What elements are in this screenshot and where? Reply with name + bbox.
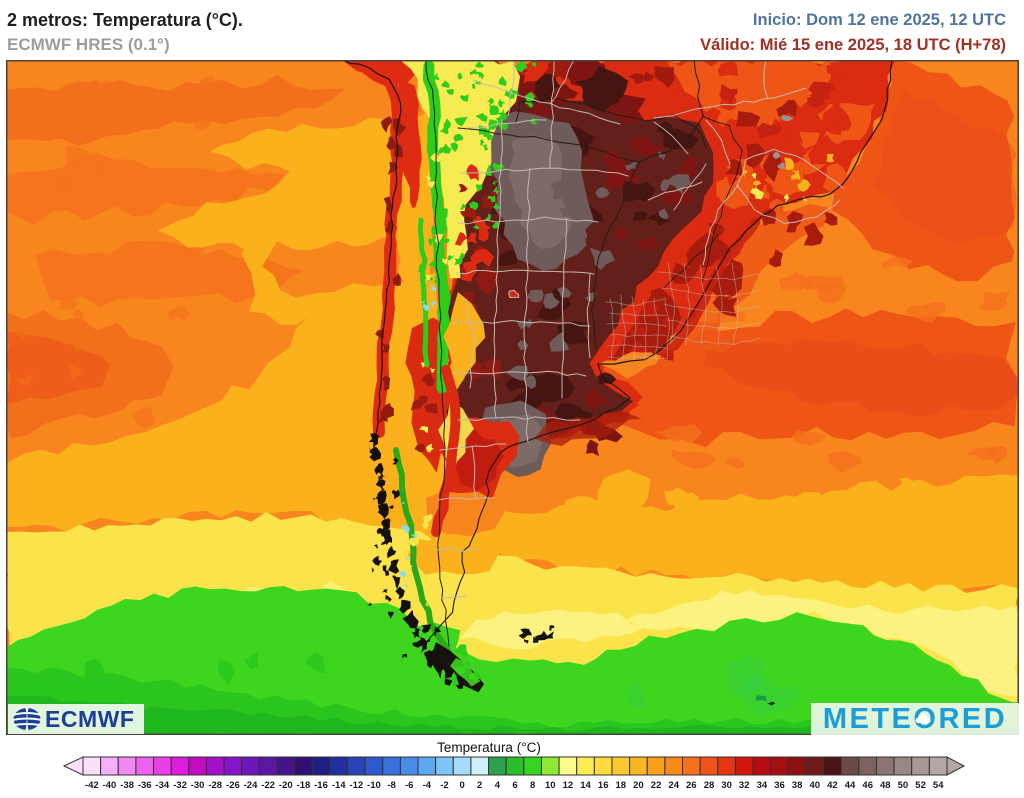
svg-text:38: 38 <box>792 780 803 791</box>
svg-text:-34: -34 <box>155 780 169 791</box>
svg-text:-20: -20 <box>279 780 293 791</box>
svg-text:26: 26 <box>686 780 697 791</box>
svg-text:14: 14 <box>580 780 591 791</box>
svg-text:8: 8 <box>530 780 535 791</box>
svg-text:24: 24 <box>668 780 679 791</box>
svg-text:10: 10 <box>545 780 556 791</box>
svg-text:16: 16 <box>598 780 609 791</box>
svg-text:-10: -10 <box>367 780 381 791</box>
svg-text:50: 50 <box>898 780 909 791</box>
svg-text:-18: -18 <box>297 780 311 791</box>
svg-text:30: 30 <box>721 780 732 791</box>
svg-text:54: 54 <box>933 780 944 791</box>
svg-text:52: 52 <box>915 780 926 791</box>
svg-text:40: 40 <box>810 780 821 791</box>
svg-text:-28: -28 <box>208 780 222 791</box>
svg-text:-14: -14 <box>332 780 346 791</box>
svg-text:20: 20 <box>633 780 644 791</box>
svg-text:6: 6 <box>512 780 517 791</box>
svg-text:48: 48 <box>880 780 891 791</box>
svg-text:18: 18 <box>616 780 627 791</box>
svg-text:32: 32 <box>739 780 750 791</box>
svg-text:44: 44 <box>845 780 856 791</box>
svg-text:-4: -4 <box>423 780 432 791</box>
svg-text:-12: -12 <box>349 780 363 791</box>
svg-text:-38: -38 <box>120 780 134 791</box>
svg-text:-36: -36 <box>138 780 152 791</box>
svg-text:28: 28 <box>704 780 715 791</box>
svg-text:-6: -6 <box>405 780 413 791</box>
svg-text:42: 42 <box>827 780 838 791</box>
svg-text:-42: -42 <box>85 780 99 791</box>
svg-text:4: 4 <box>495 780 501 791</box>
svg-text:-22: -22 <box>261 780 275 791</box>
svg-text:12: 12 <box>563 780 574 791</box>
svg-text:-32: -32 <box>173 780 187 791</box>
svg-text:-30: -30 <box>191 780 205 791</box>
svg-text:0: 0 <box>459 780 464 791</box>
svg-text:-40: -40 <box>103 780 117 791</box>
svg-text:-16: -16 <box>314 780 328 791</box>
svg-text:36: 36 <box>774 780 785 791</box>
svg-text:-26: -26 <box>226 780 240 791</box>
svg-text:2: 2 <box>477 780 482 791</box>
svg-text:-2: -2 <box>440 780 448 791</box>
svg-text:-24: -24 <box>244 780 258 791</box>
svg-text:34: 34 <box>757 780 768 791</box>
svg-text:46: 46 <box>862 780 873 791</box>
svg-text:22: 22 <box>651 780 662 791</box>
svg-text:-8: -8 <box>387 780 395 791</box>
